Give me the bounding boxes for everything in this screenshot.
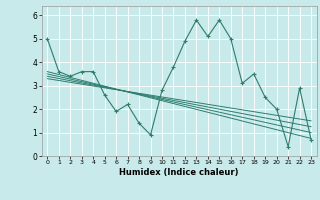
X-axis label: Humidex (Indice chaleur): Humidex (Indice chaleur): [119, 168, 239, 177]
